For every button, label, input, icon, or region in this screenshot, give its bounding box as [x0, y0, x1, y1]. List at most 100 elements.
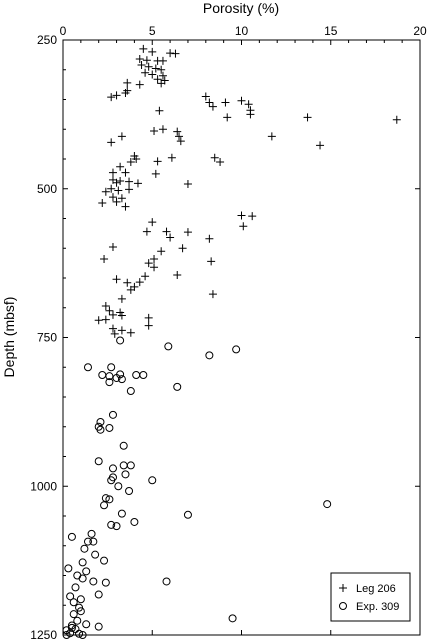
data-point-plus	[101, 301, 110, 310]
data-point-plus	[107, 93, 116, 102]
data-point-plus	[173, 271, 182, 280]
data-point-plus	[117, 132, 126, 141]
data-point-circle	[125, 487, 134, 496]
data-point-circle	[232, 345, 241, 354]
data-point-plus	[183, 179, 192, 188]
data-point-plus	[175, 132, 184, 141]
data-point-circle	[108, 410, 117, 419]
x-tick-label: 20	[413, 24, 427, 38]
data-point-plus	[157, 65, 166, 74]
data-point-circle	[105, 495, 114, 504]
data-point-plus	[267, 132, 276, 141]
data-point-plus	[144, 259, 153, 268]
data-point-circle	[119, 441, 128, 450]
data-point-circle	[112, 522, 121, 531]
data-point-circle	[205, 351, 214, 360]
data-point-circle	[98, 370, 107, 379]
data-point-plus	[144, 313, 153, 322]
data-point-plus	[126, 328, 135, 337]
data-point-plus	[208, 290, 217, 299]
data-point-circle	[183, 510, 192, 519]
data-point-plus	[121, 202, 130, 211]
data-point-circle	[107, 363, 116, 372]
data-point-plus	[135, 55, 144, 64]
data-point-plus	[101, 187, 110, 196]
data-point-circle	[78, 631, 87, 639]
data-point-circle	[101, 578, 110, 587]
y-axis: 250 500 750 1000 1250	[30, 33, 420, 642]
data-point-plus	[112, 197, 121, 206]
data-point-plus	[148, 70, 157, 79]
data-point-circle	[119, 461, 128, 470]
data-point-plus	[148, 218, 157, 227]
data-point-circle	[105, 378, 114, 387]
data-point-circle	[83, 363, 92, 372]
data-point-plus	[125, 185, 134, 194]
data-point-plus	[107, 138, 116, 147]
data-point-plus	[100, 254, 109, 263]
data-point-plus	[155, 106, 164, 115]
data-point-plus	[108, 243, 117, 252]
data-point-circle	[107, 520, 116, 529]
data-point-circle	[108, 464, 117, 473]
data-point-plus	[248, 212, 257, 221]
data-point-plus	[141, 272, 150, 281]
data-point-plus	[150, 263, 159, 272]
data-point-plus	[207, 257, 216, 266]
data-point-circle	[71, 583, 80, 592]
data-point-circle	[62, 631, 71, 639]
data-point-plus	[153, 157, 162, 166]
series-leg-206	[94, 44, 401, 338]
data-point-circle	[121, 470, 130, 479]
data-point-circle	[101, 494, 110, 503]
data-point-plus	[107, 184, 116, 193]
y-tick-label: 1250	[30, 628, 57, 642]
data-point-plus	[166, 49, 175, 58]
data-point-plus	[150, 127, 159, 136]
data-point-plus	[303, 113, 312, 122]
data-point-plus	[237, 211, 246, 220]
x-axis-title: Porosity (%)	[203, 0, 279, 16]
data-point-plus	[108, 310, 117, 319]
data-point-plus	[205, 98, 214, 107]
data-point-plus	[167, 153, 176, 162]
data-point-plus	[141, 68, 150, 77]
data-point-circle	[87, 529, 96, 538]
data-point-plus	[216, 157, 225, 166]
data-point-plus	[237, 96, 246, 105]
data-point-plus	[158, 71, 167, 80]
data-point-circle	[69, 610, 78, 619]
data-point-plus	[126, 157, 135, 166]
data-point-circle	[100, 501, 109, 510]
data-point-circle	[89, 577, 98, 586]
data-point-plus	[239, 222, 248, 231]
data-point-plus	[142, 56, 151, 65]
data-point-circle	[82, 620, 91, 629]
data-point-plus	[123, 78, 132, 87]
data-point-circle	[94, 622, 103, 631]
data-point-plus	[201, 92, 210, 101]
data-point-plus	[132, 155, 141, 163]
data-point-plus	[151, 64, 160, 73]
data-point-circle	[126, 461, 135, 470]
data-point-plus	[171, 49, 180, 58]
data-point-circle	[173, 382, 182, 391]
data-point-plus	[142, 227, 151, 236]
data-point-plus	[173, 127, 182, 136]
data-point-plus	[130, 282, 139, 291]
legend-marker-circle	[339, 602, 347, 610]
data-point-plus	[94, 316, 103, 325]
data-point-plus	[114, 186, 123, 195]
data-point-circle	[78, 574, 87, 583]
data-point-circle	[66, 592, 75, 601]
x-tick-label: 5	[149, 24, 156, 38]
plot-area: 0 5 10 15 20 250 500 750 1000 1250	[30, 24, 427, 642]
y-tick-label: 500	[37, 182, 57, 196]
data-point-circle	[117, 509, 126, 518]
legend-label: Exp. 309	[356, 601, 399, 613]
data-point-plus	[166, 233, 175, 242]
data-point-circle	[69, 598, 78, 607]
data-point-circle	[64, 564, 73, 573]
data-point-plus	[151, 169, 160, 178]
data-point-plus	[116, 162, 125, 171]
